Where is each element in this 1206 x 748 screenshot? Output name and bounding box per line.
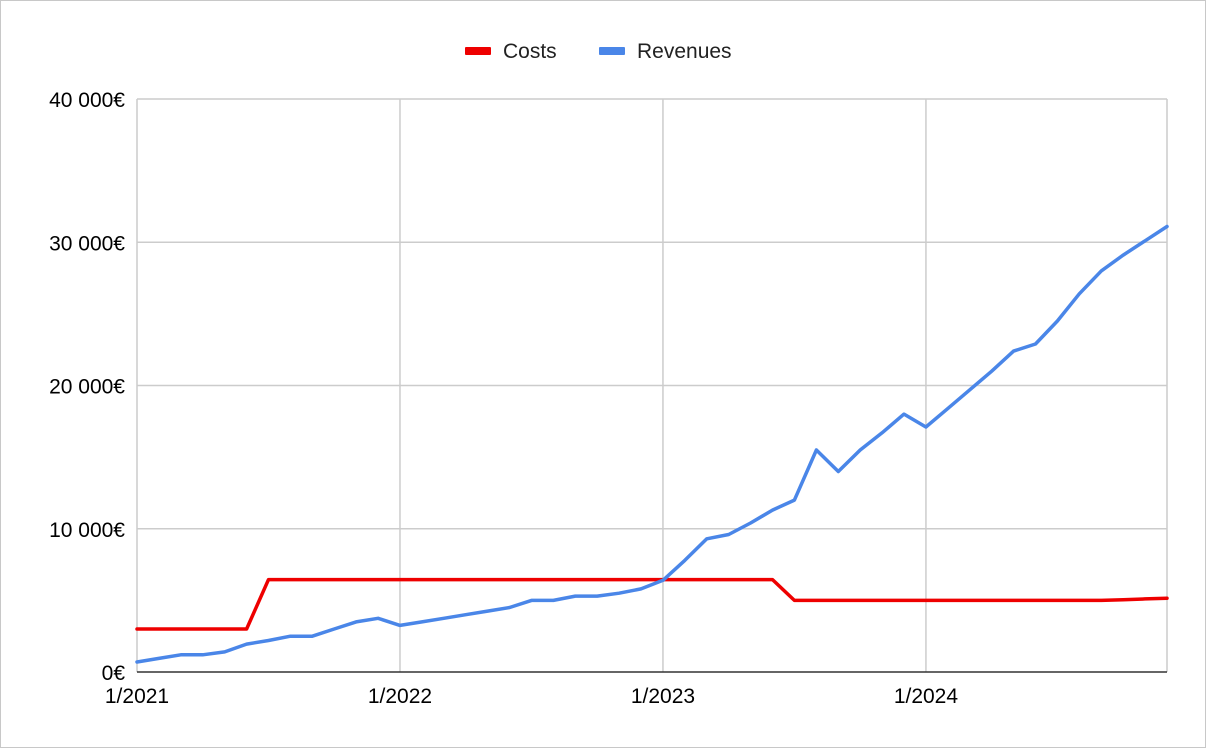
x-tick-label: 1/2023 xyxy=(631,685,695,708)
y-tick-label: 10 000€ xyxy=(49,519,125,542)
legend-label-costs: Costs xyxy=(503,40,557,63)
legend-swatch-revenues xyxy=(599,47,625,55)
series-line-costs xyxy=(135,577,1169,631)
x-tick-label: 1/2022 xyxy=(368,685,432,708)
grid-layer xyxy=(136,98,1168,672)
legend-label-revenues: Revenues xyxy=(637,40,732,63)
series-line-revenues xyxy=(135,224,1169,664)
legend-swatch-costs xyxy=(465,47,491,55)
x-tick-label: 1/2024 xyxy=(894,685,959,708)
x-tick-label: 1/2021 xyxy=(105,685,169,708)
legend: Costs Revenues xyxy=(465,40,732,63)
y-axis-tick-labels: 0€ 10 000€ 20 000€ 30 000€ 40 000€ xyxy=(49,89,125,685)
series-layer xyxy=(135,224,1169,664)
y-tick-label: 20 000€ xyxy=(49,376,125,399)
y-tick-label: 40 000€ xyxy=(49,89,125,112)
x-axis-tick-labels: 1/2021 1/2022 1/2023 1/2024 xyxy=(105,685,958,708)
y-tick-label: 30 000€ xyxy=(49,232,125,255)
y-tick-label: 0€ xyxy=(102,662,126,685)
